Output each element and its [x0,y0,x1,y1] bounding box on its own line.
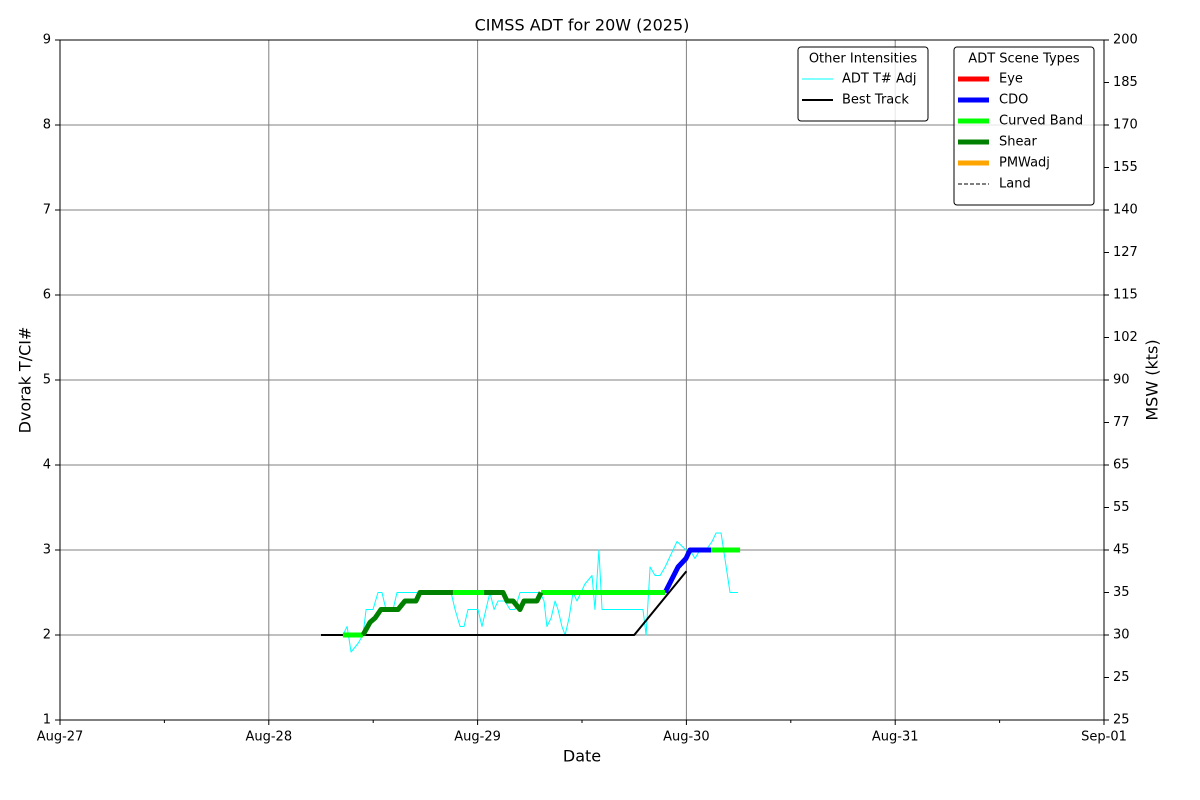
y-tick-label: 3 [43,543,51,558]
legend-title: Other Intensities [809,52,918,67]
y-tick-label: 7 [43,203,51,218]
y-tick-label: 2 [43,628,51,643]
y-tick-label: 5 [43,373,51,388]
x-tick-label: Aug-30 [663,730,710,745]
x-tick-label: Aug-28 [245,730,292,745]
y-tick-label: 9 [43,33,51,48]
y2-tick-label: 77 [1113,415,1130,430]
legend-label: Land [999,177,1031,192]
y2-tick-label: 90 [1113,373,1130,388]
chart-title: CIMSS ADT for 20W (2025) [475,16,690,35]
y2-tick-label: 25 [1113,713,1130,728]
x-tick-label: Sep-01 [1081,730,1127,745]
y2-tick-label: 45 [1113,543,1130,558]
y2-tick-label: 30 [1113,628,1130,643]
x-tick-label: Aug-27 [37,730,84,745]
y-tick-label: 6 [43,288,51,303]
y2-axis-label: MSW (kts) [1143,339,1162,420]
series-line [360,590,544,637]
plot [321,532,741,653]
x-tick-label: Aug-31 [872,730,919,745]
y2-tick-label: 185 [1113,75,1138,90]
y2-tick-label: 25 [1113,670,1130,685]
y2-tick-label: 170 [1113,118,1138,133]
y2-tick-label: 55 [1113,500,1130,515]
x-axis-label: Date [563,747,601,766]
y-tick-label: 8 [43,118,51,133]
y2-tick-label: 140 [1113,203,1138,218]
legend-label: Eye [999,72,1023,87]
legend-label: Best Track [842,93,909,108]
y2-tick-label: 127 [1113,245,1138,260]
series-line [321,570,688,636]
legend-label: PMWadj [999,156,1050,171]
x-tick-label: Aug-29 [454,730,501,745]
series-line [662,547,712,594]
y2-tick-label: 155 [1113,160,1138,175]
legend-label: Curved Band [999,114,1083,129]
y2-tick-label: 115 [1113,288,1138,303]
y2-tick-label: 102 [1113,330,1138,345]
y2-tick-label: 65 [1113,458,1130,473]
legend-title: ADT Scene Types [968,52,1080,67]
axes: Aug-27 Aug-28 Aug-29 Aug-30 Aug-31 Sep-01 1 2 3 4… [37,33,1138,745]
y2-tick-label: 35 [1113,585,1130,600]
y-axis-label: Dvorak T/CI# [16,327,35,434]
legend-label: ADT T# Adj [842,72,916,87]
y-tick-label: 4 [43,458,51,473]
series-line [342,547,741,638]
legend-label: Shear [999,135,1037,150]
y-tick-label: 1 [43,713,51,728]
y2-tick-label: 200 [1113,33,1138,48]
legend-box [797,46,929,122]
series-line [342,532,738,653]
legends: Other Intensities ADT T# Adj Best Track ADT… [797,46,1095,206]
legend-label: CDO [999,93,1028,108]
